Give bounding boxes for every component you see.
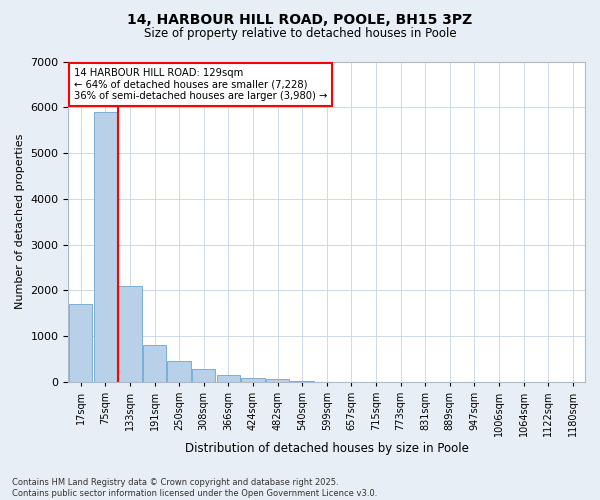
- X-axis label: Distribution of detached houses by size in Poole: Distribution of detached houses by size …: [185, 442, 469, 455]
- Bar: [217, 375, 240, 382]
- Bar: [143, 346, 166, 382]
- Bar: [167, 362, 191, 382]
- Bar: [290, 380, 314, 382]
- Text: 14, HARBOUR HILL ROAD, POOLE, BH15 3PZ: 14, HARBOUR HILL ROAD, POOLE, BH15 3PZ: [127, 12, 473, 26]
- Bar: [118, 286, 142, 382]
- Text: Contains HM Land Registry data © Crown copyright and database right 2025.
Contai: Contains HM Land Registry data © Crown c…: [12, 478, 377, 498]
- Bar: [69, 304, 92, 382]
- Y-axis label: Number of detached properties: Number of detached properties: [15, 134, 25, 310]
- Bar: [241, 378, 265, 382]
- Text: Size of property relative to detached houses in Poole: Size of property relative to detached ho…: [143, 28, 457, 40]
- Bar: [266, 379, 289, 382]
- Bar: [192, 369, 215, 382]
- Bar: [94, 112, 117, 382]
- Text: 14 HARBOUR HILL ROAD: 129sqm
← 64% of detached houses are smaller (7,228)
36% of: 14 HARBOUR HILL ROAD: 129sqm ← 64% of de…: [74, 68, 327, 101]
